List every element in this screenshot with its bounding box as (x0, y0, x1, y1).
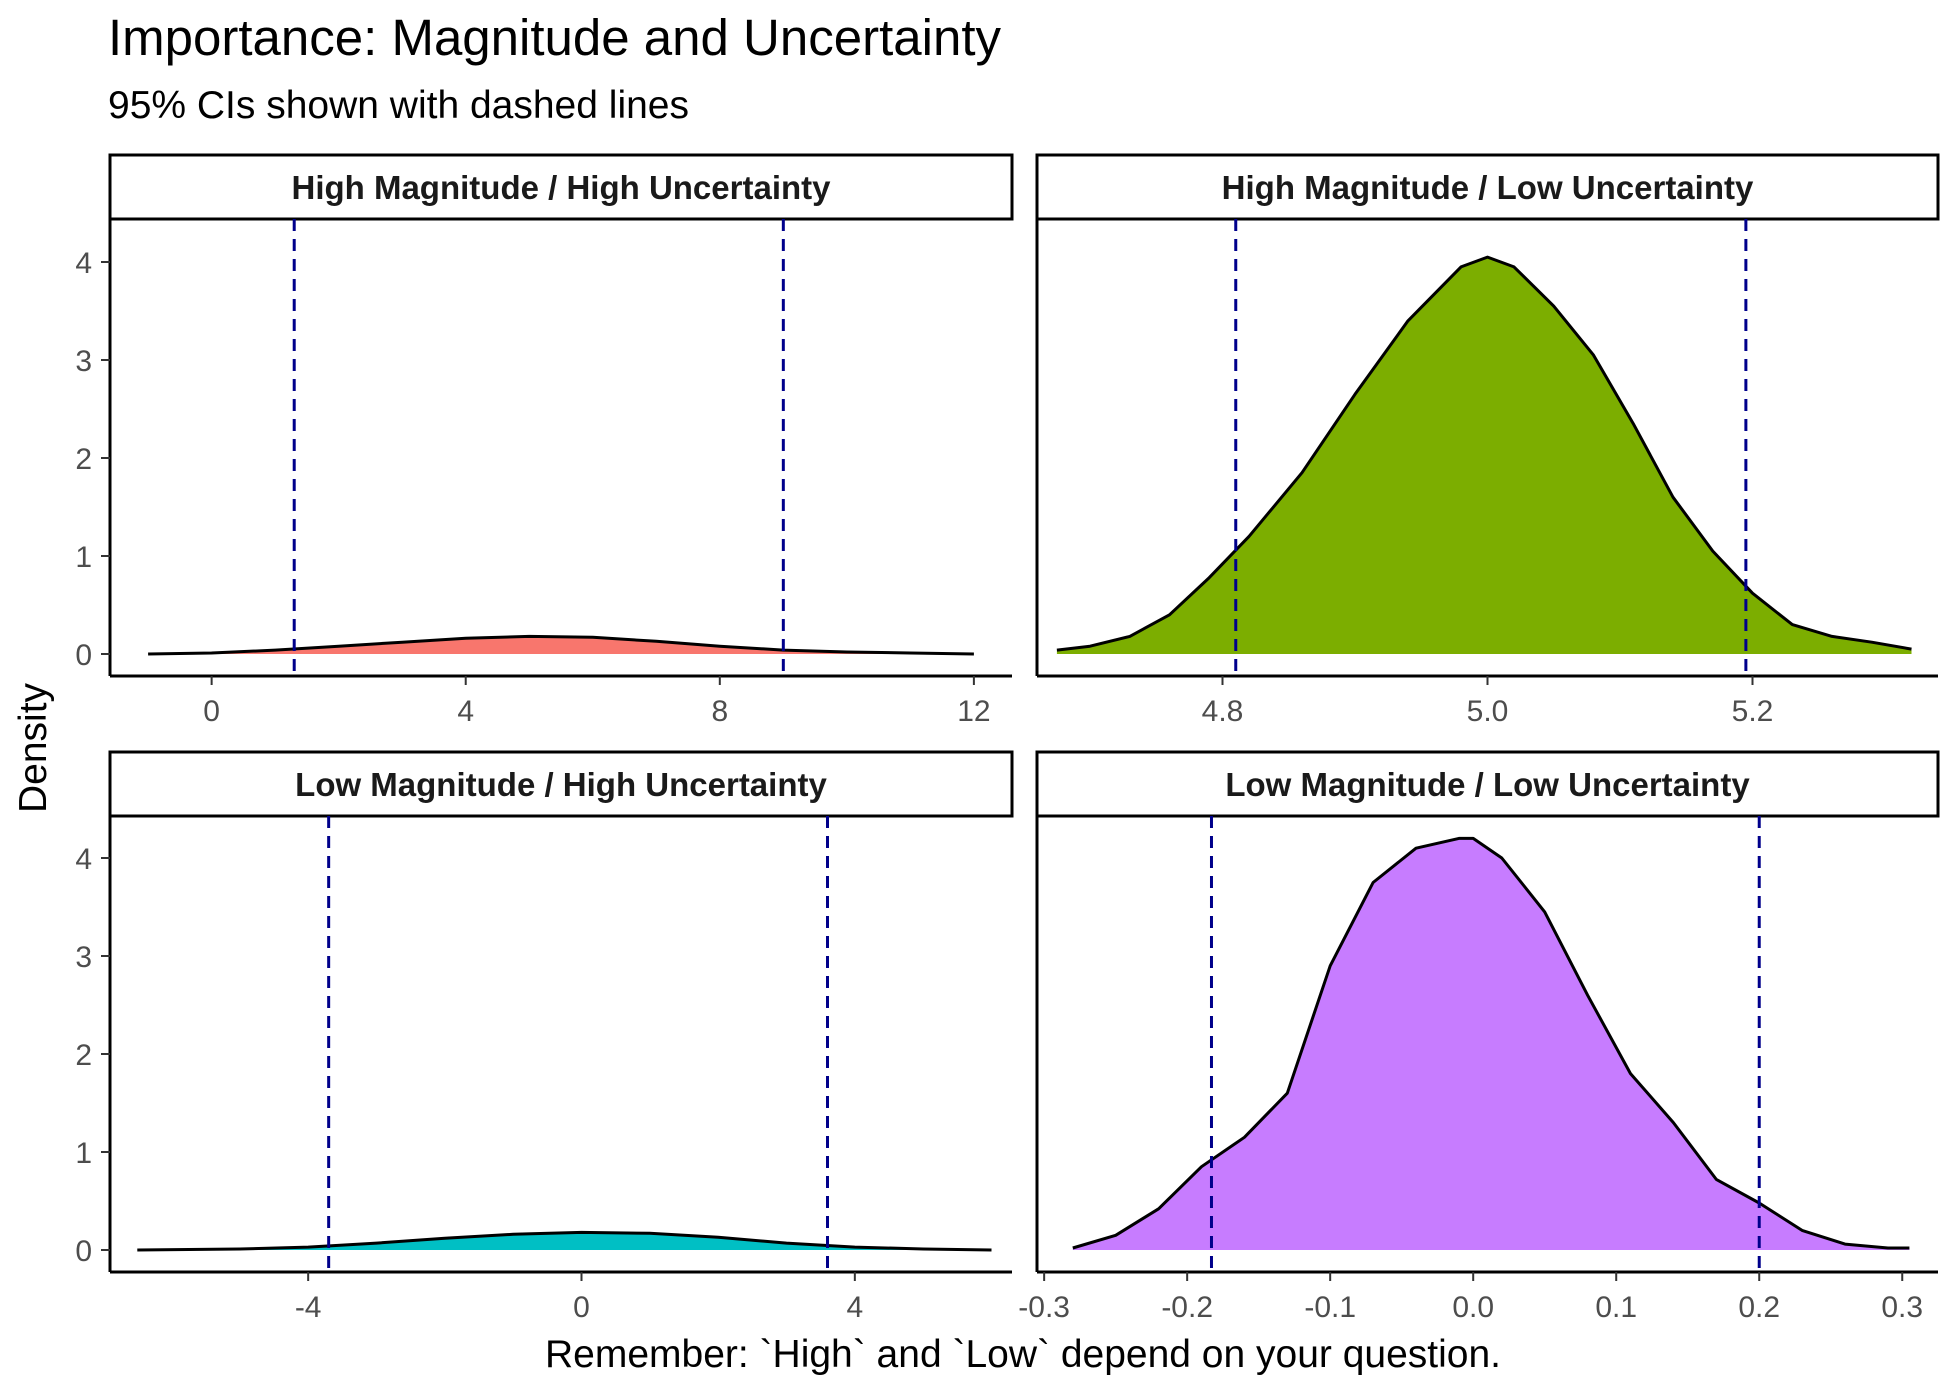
x-tick-label: 0 (203, 695, 220, 728)
x-tick-label: -0.2 (1161, 1291, 1213, 1324)
density-line (1072, 836, 1910, 1250)
y-tick-label: 0 (75, 1235, 92, 1268)
x-tick-label: 0.2 (1738, 1291, 1780, 1324)
density-area (1056, 257, 1912, 654)
facet-panel: High Magnitude / Low Uncertainty 4.8 5.0 5.… (1035, 153, 1940, 728)
chart-subtitle: 95% CIs shown with dashed lines (108, 84, 689, 127)
x-tick-label: 4 (846, 1291, 863, 1324)
x-tick-label: 12 (957, 695, 990, 728)
facet-strip-label: Low Magnitude / High Uncertainty (295, 766, 827, 803)
y-axis-title: Density (12, 682, 55, 813)
x-tick-label: 0 (573, 1291, 590, 1324)
density-line (148, 634, 974, 656)
x-tick-label: 0.3 (1881, 1291, 1923, 1324)
y-tick-label: 1 (75, 1137, 92, 1170)
density-area (1072, 838, 1910, 1250)
x-tick-label: 5.0 (1467, 695, 1509, 728)
facet-strip (1035, 750, 1940, 818)
facet-panel: Low Magnitude / Low Uncertainty -0.3 -0.2 -… (1018, 750, 1940, 1324)
y-tick-label: 0 (75, 639, 92, 672)
facet-strip (108, 750, 1014, 818)
y-tick-label: 4 (75, 247, 92, 280)
facet-strip-label: High Magnitude / Low Uncertainty (1222, 169, 1754, 206)
facet-strip (108, 153, 1014, 221)
x-tick-label: 8 (711, 695, 728, 728)
y-tick-label: 3 (75, 941, 92, 974)
x-tick-label: 4.8 (1202, 695, 1244, 728)
facet-strip-label: High Magnitude / High Uncertainty (291, 169, 831, 206)
y-tick-label: 3 (75, 345, 92, 378)
chart-title: Importance: Magnitude and Uncertainty (108, 9, 1001, 66)
y-tick-label: 2 (75, 443, 92, 476)
x-tick-label: 4 (457, 695, 474, 728)
x-tick-label: 0.0 (1452, 1291, 1494, 1324)
x-tick-label: 0.1 (1595, 1291, 1637, 1324)
density-line (137, 1230, 992, 1252)
y-tick-label: 4 (75, 843, 92, 876)
y-tick-label: 1 (75, 541, 92, 574)
facet-strip-label: Low Magnitude / Low Uncertainty (1225, 766, 1750, 803)
x-tick-label: 5.2 (1732, 695, 1774, 728)
y-tick-label: 2 (75, 1039, 92, 1072)
x-tick-label: -4 (295, 1291, 322, 1324)
x-axis-title: Remember: `High` and `Low` depend on you… (545, 1333, 1501, 1376)
x-tick-label: -0.3 (1018, 1291, 1070, 1324)
x-tick-label: -0.1 (1304, 1291, 1356, 1324)
facet-panel: Low Magnitude / High Uncertainty -4 0 4 0 1 2 3… (75, 750, 1014, 1324)
density-line (1056, 255, 1912, 652)
facet-strip (1035, 153, 1940, 221)
